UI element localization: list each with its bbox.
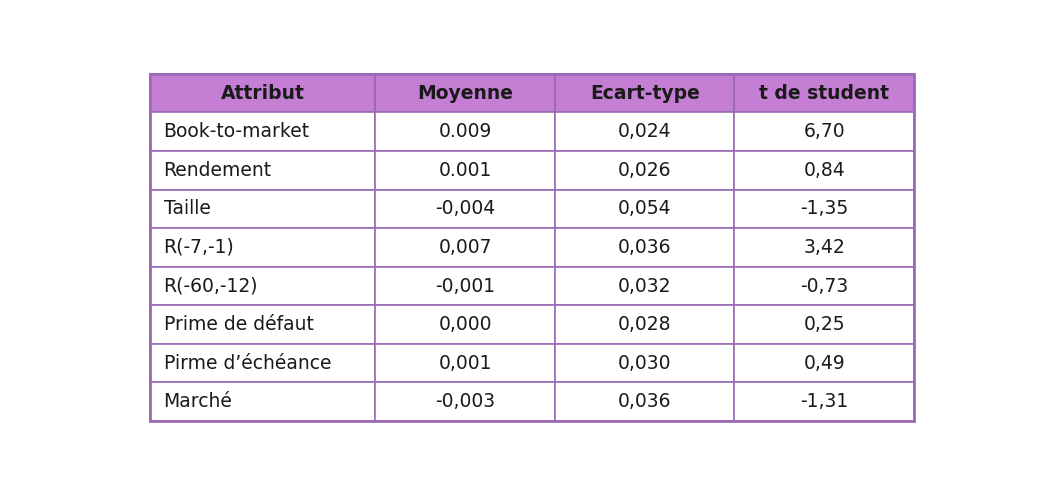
Text: 0,000: 0,000 [438,315,492,334]
Text: 0,024: 0,024 [618,122,672,141]
Bar [149,151,376,190]
Bar [149,344,376,382]
Bar [555,382,735,421]
Bar [376,344,555,382]
Text: -0,73: -0,73 [800,276,848,295]
Text: Book-to-market: Book-to-market [164,122,309,141]
Text: -0,004: -0,004 [435,199,495,219]
Text: 0,25: 0,25 [803,315,845,334]
Text: 3,42: 3,42 [803,238,845,257]
Bar [555,151,735,190]
Text: -1,35: -1,35 [800,199,848,219]
Bar [735,74,914,113]
Text: 0,036: 0,036 [618,238,672,257]
Bar [735,151,914,190]
Text: -1,31: -1,31 [800,392,848,411]
Text: Rendement: Rendement [164,161,272,180]
Bar [555,228,735,267]
Bar [376,267,555,305]
Text: Prime de défaut: Prime de défaut [164,315,313,334]
Bar [735,113,914,151]
Bar [376,74,555,113]
Bar [555,74,735,113]
Text: Marché: Marché [164,392,233,411]
Bar [376,113,555,151]
Bar [735,190,914,228]
Bar [376,382,555,421]
Bar [149,74,376,113]
Text: R(-60,-12): R(-60,-12) [164,276,258,295]
Text: Moyenne: Moyenne [417,84,513,103]
Bar [149,113,376,151]
Bar [555,190,735,228]
Bar [149,305,376,344]
Text: 0,49: 0,49 [803,354,845,373]
Text: 0.001: 0.001 [438,161,492,180]
Bar [149,190,376,228]
Bar [555,305,735,344]
Text: t de student: t de student [759,84,890,103]
Bar [735,228,914,267]
Text: 0,007: 0,007 [438,238,492,257]
Text: Pirme d’échéance: Pirme d’échéance [164,354,331,373]
Bar [735,382,914,421]
Text: 0.009: 0.009 [438,122,492,141]
Text: 0,054: 0,054 [618,199,672,219]
Bar [555,267,735,305]
Text: 0,026: 0,026 [618,161,672,180]
Text: 0,028: 0,028 [618,315,672,334]
Bar [376,151,555,190]
Text: -0,001: -0,001 [435,276,495,295]
Text: Ecart-type: Ecart-type [590,84,700,103]
Bar [376,190,555,228]
Bar [376,228,555,267]
Bar [149,382,376,421]
Text: 0,032: 0,032 [618,276,672,295]
Text: -0,003: -0,003 [435,392,495,411]
Text: Taille: Taille [164,199,211,219]
Bar [149,228,376,267]
Bar [735,305,914,344]
Text: 0,001: 0,001 [438,354,492,373]
Text: 6,70: 6,70 [803,122,845,141]
Text: 0,030: 0,030 [618,354,672,373]
Bar [735,344,914,382]
Text: 0,84: 0,84 [803,161,845,180]
Text: 0,036: 0,036 [618,392,672,411]
Bar [555,344,735,382]
Bar [149,267,376,305]
Bar [376,305,555,344]
Bar [735,267,914,305]
Text: R(-7,-1): R(-7,-1) [164,238,235,257]
Bar [555,113,735,151]
Text: Attribut: Attribut [221,84,304,103]
